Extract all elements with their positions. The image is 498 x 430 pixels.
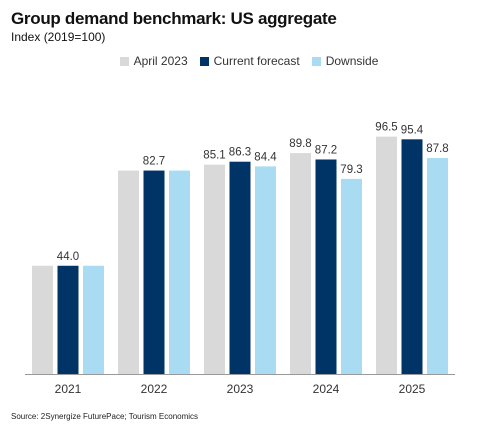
bar-2022-downside bbox=[169, 170, 190, 374]
data-label-2023-april-2023: 85.1 bbox=[203, 150, 225, 162]
data-label-2023-current-forecast: 86.3 bbox=[229, 147, 251, 159]
x-tick-label-2025: 2025 bbox=[399, 382, 426, 396]
legend-swatch-current-forecast bbox=[199, 56, 209, 66]
bar-2021-april-2023 bbox=[32, 265, 53, 374]
legend-item-april-2023: April 2023 bbox=[119, 54, 188, 68]
data-label-2025-current-forecast: 95.4 bbox=[401, 124, 424, 136]
bar-2025-april-2023 bbox=[376, 136, 397, 374]
data-label-2024-current-forecast: 87.2 bbox=[315, 144, 337, 156]
bar-2025-downside bbox=[427, 158, 448, 374]
bar-2022-april-2023 bbox=[118, 170, 139, 374]
data-label-2023-downside: 84.4 bbox=[254, 151, 277, 163]
legend-label-current-forecast: Current forecast bbox=[213, 54, 300, 68]
bar-2024-april-2023 bbox=[290, 153, 311, 374]
legend-swatch-downside bbox=[311, 56, 321, 66]
legend-label-downside: Downside bbox=[325, 54, 379, 68]
data-label-2022-current-forecast: 82.7 bbox=[143, 156, 165, 168]
x-tick-label-2023: 2023 bbox=[227, 382, 254, 396]
bar-2025-current-forecast bbox=[401, 139, 423, 374]
legend-item-current-forecast: Current forecast bbox=[199, 54, 300, 68]
legend-label-april-2023: April 2023 bbox=[133, 54, 188, 68]
data-label-2024-downside: 79.3 bbox=[340, 164, 362, 176]
chart-title: Group demand benchmark: US aggregate bbox=[11, 9, 337, 28]
x-tick-label-2021: 2021 bbox=[55, 382, 82, 396]
x-tick-label-2024: 2024 bbox=[313, 382, 340, 396]
legend: April 2023 Current forecast Downside bbox=[0, 54, 498, 68]
source-note: Source: 2Synergize FuturePace; Tourism E… bbox=[11, 412, 199, 421]
bar-2023-april-2023 bbox=[204, 164, 225, 374]
bar-2022-current-forecast bbox=[143, 170, 165, 374]
data-label-2021-current-forecast: 44.0 bbox=[57, 251, 79, 263]
bar-2021-downside bbox=[83, 265, 104, 374]
bar-2024-current-forecast bbox=[315, 159, 337, 374]
data-label-2025-april-2023: 96.5 bbox=[375, 122, 397, 134]
bar-2024-downside bbox=[341, 178, 362, 374]
data-label-2025-downside: 87.8 bbox=[426, 143, 448, 155]
bar-2023-current-forecast bbox=[229, 161, 251, 374]
legend-item-downside: Downside bbox=[311, 54, 379, 68]
data-label-2024-april-2023: 89.8 bbox=[289, 138, 311, 150]
x-tick-label-2022: 2022 bbox=[141, 382, 168, 396]
chart-subtitle: Index (2019=100) bbox=[11, 30, 106, 44]
bar-2021-current-forecast bbox=[57, 265, 79, 374]
bar-2023-downside bbox=[255, 166, 276, 374]
legend-swatch-april-2023 bbox=[119, 56, 129, 66]
